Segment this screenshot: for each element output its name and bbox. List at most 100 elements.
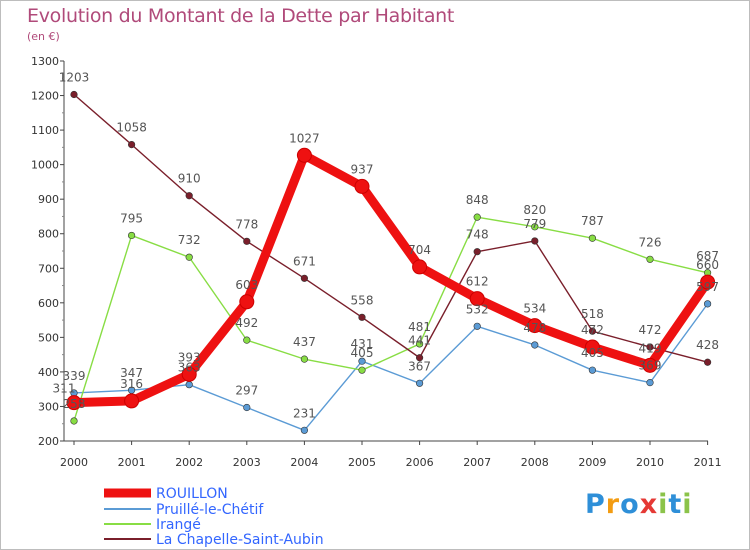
data-point	[588, 327, 597, 335]
data-label: 393	[178, 350, 201, 364]
data-labels: 311 316 393 603 1027 937 704 612 534 472 419 660 339…	[53, 71, 720, 421]
data-point	[185, 253, 193, 261]
data-point	[181, 366, 197, 382]
data-label: 612	[466, 275, 489, 289]
data-point	[473, 248, 481, 256]
chart-subtitle: (en €)	[27, 30, 60, 43]
data-point	[646, 343, 654, 351]
y-tick-label: 800	[38, 228, 59, 241]
data-label: 231	[293, 406, 316, 420]
y-tick-label: 500	[38, 331, 59, 344]
data-label: 848	[466, 193, 489, 207]
data-label: 687	[696, 249, 719, 263]
data-label: 1058	[116, 121, 147, 135]
data-point	[473, 322, 481, 330]
y-tick-label: 1000	[31, 159, 59, 172]
x-tick-label: 2001	[118, 456, 146, 469]
brand-letter: i	[658, 489, 669, 520]
y-tick-label: 1100	[31, 124, 59, 137]
data-label: 297	[235, 383, 258, 397]
data-point	[296, 147, 312, 163]
x-tick-label: 2005	[348, 456, 376, 469]
legend-label: La Chapelle-Saint-Aubin	[156, 532, 324, 548]
series-line	[73, 93, 709, 363]
data-point	[531, 223, 539, 231]
data-label: 748	[466, 228, 489, 242]
data-point	[243, 237, 251, 245]
data-label: 311	[53, 382, 76, 396]
brand-letter: P	[585, 489, 606, 520]
data-label: 363	[178, 361, 201, 375]
series-line	[73, 216, 709, 422]
data-point	[358, 366, 366, 374]
legend-label: Irangé	[156, 517, 201, 533]
brand-letter: o	[620, 489, 640, 520]
data-label: 472	[639, 323, 662, 337]
data-point	[588, 234, 597, 242]
brand-letter: x	[639, 489, 659, 520]
x-tick-label: 2010	[636, 456, 664, 469]
data-label: 518	[581, 307, 604, 321]
data-label: 660	[696, 258, 719, 272]
chart-title: Evolution du Montant de la Dette par Hab…	[27, 5, 455, 27]
series-line	[73, 303, 709, 431]
legend-label: ROUILLON	[156, 486, 228, 502]
data-label: 441	[408, 334, 431, 348]
data-point	[300, 355, 309, 363]
data-point	[185, 381, 193, 389]
data-label: 534	[523, 302, 546, 316]
y-tick-label: 200	[38, 435, 59, 448]
data-point	[703, 358, 712, 366]
data-point	[358, 357, 366, 365]
data-point	[128, 141, 136, 149]
data-point	[300, 426, 309, 434]
data-label: 316	[120, 377, 143, 391]
data-point	[473, 213, 481, 221]
y-tick-label: 1200	[31, 90, 59, 103]
data-point	[531, 237, 539, 245]
data-label: 339	[63, 369, 86, 383]
x-tick-label: 2006	[406, 456, 434, 469]
data-label: 437	[293, 335, 316, 349]
data-point	[642, 357, 658, 373]
data-label: 558	[351, 293, 374, 307]
data-label: 795	[120, 211, 143, 225]
y-tick-label: 700	[38, 262, 59, 275]
data-point	[185, 192, 193, 200]
data-label: 937	[351, 162, 374, 176]
x-tick-label: 2000	[60, 456, 88, 469]
proxiti-logo: Proxiti	[585, 489, 693, 520]
data-label: 910	[178, 172, 201, 186]
data-point	[646, 255, 654, 263]
data-point	[70, 90, 78, 99]
data-label: 431	[351, 337, 374, 351]
x-tick-label: 2011	[694, 456, 722, 469]
x-tick-label: 2003	[233, 456, 261, 469]
data-label: 369	[639, 359, 662, 373]
data-label: 778	[235, 217, 258, 231]
y-tick-label: 1300	[31, 55, 59, 68]
data-point	[703, 300, 712, 308]
data-label: 603	[235, 278, 258, 292]
data-label: 405	[581, 346, 604, 360]
data-label: 347	[120, 366, 143, 380]
x-tick-label: 2007	[463, 456, 491, 469]
data-point	[412, 259, 428, 275]
data-point	[239, 294, 255, 310]
data-point	[243, 336, 251, 344]
data-label: 258	[63, 397, 86, 411]
data-label: 726	[639, 235, 662, 249]
legend-label: Pruillé-le-Chétif	[156, 502, 264, 518]
data-point	[124, 393, 140, 409]
data-label: 367	[408, 359, 431, 373]
series-line	[69, 150, 713, 408]
x-tick-label: 2008	[521, 456, 549, 469]
data-label: 428	[696, 338, 719, 352]
data-point	[70, 417, 78, 425]
series-lines	[69, 93, 713, 431]
data-label: 597	[696, 280, 719, 294]
data-label: 787	[581, 214, 604, 228]
